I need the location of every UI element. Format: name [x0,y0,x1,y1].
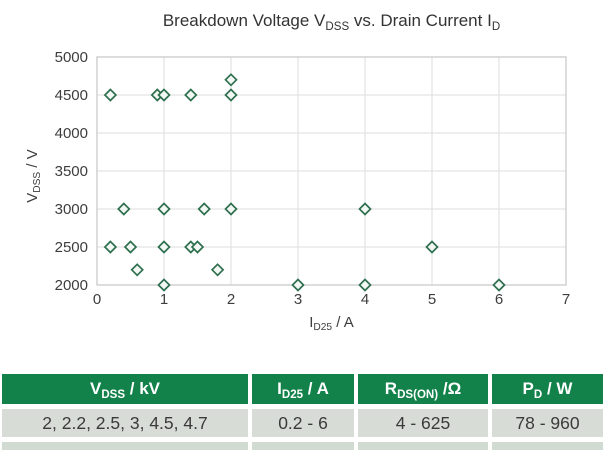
x-axis-title-sub: D25 [313,322,333,334]
x-tick-label: 6 [495,291,503,308]
x-tick-label: 1 [160,291,168,308]
scatter-plot: 0 1 2 3 4 5 6 7 2000 2500 3000 3500 4000 4500 5000 [55,49,571,308]
y-axis-title: VDSS / V [24,76,44,276]
data-point-marker [358,278,372,292]
plot-border [96,56,567,286]
x-tick-label: 4 [361,291,369,308]
y-tick-label: 4500 [55,87,88,104]
data-point-marker [224,88,238,102]
data-point-marker [123,240,138,254]
table-partial-row-cell [2,442,248,450]
y-tick-label: 3000 [55,201,88,218]
chart-title-text-mid: vs. Drain Current I [349,11,492,30]
table-header-id25: ID25 / A [252,374,354,404]
chart-title: Breakdown Voltage VDSS vs. Drain Current… [97,11,566,33]
data-point-marker [184,88,198,102]
chart-title-text: Breakdown Voltage V [162,11,326,30]
table-header-rdson: RDS(ON) /Ω [358,374,488,404]
data-point-marker [103,240,118,254]
data-point-marker [157,88,171,102]
table-cell-rdson-range: 4 - 625 [358,409,488,437]
x-tick-label: 0 [93,291,101,308]
y-tick-label: 2500 [55,239,88,256]
table-header-vdss: VDSS / kV [2,374,248,404]
y-axis-title-sub: DSS [32,171,44,193]
spec-table: VDSS / kV ID25 / A RDS(ON) /Ω PD / W 2, … [2,374,603,450]
table-partial-row-cell [252,442,354,450]
data-point-marker [224,73,238,87]
data-point-marker [157,278,171,292]
data-point-marker [130,263,144,277]
x-tick-label: 7 [562,291,570,308]
x-tick-label: 5 [428,291,436,308]
data-point-marker [117,202,131,216]
chart-title-sub-d: D [491,20,501,33]
data-point-marker [224,202,238,216]
y-axis-title-text: V [24,192,41,203]
x-tick-label: 3 [294,291,302,308]
x-tick-label: 2 [227,291,235,308]
data-point-marker [197,202,211,216]
data-point-marker [210,263,225,277]
data-point-marker [425,240,439,254]
table-cell-pd-range: 78 - 960 [492,409,603,437]
data-point-marker [190,240,205,254]
data-point-marker [103,88,118,102]
y-tick-label: 5000 [55,49,88,66]
chart-title-sub-dss: DSS [325,20,350,33]
table-header-pd: PD / W [492,374,603,404]
y-tick-label: 2000 [55,277,88,294]
x-axis-title: ID25 / A [97,314,566,334]
table-cell-vdss-values: 2, 2.2, 2.5, 3, 4.5, 4.7 [2,409,248,437]
data-point-marker [492,278,506,292]
y-tick-label: 3500 [55,163,88,180]
data-point-marker [157,202,171,216]
table-partial-row-cell [492,442,603,450]
table-partial-row-cell [358,442,488,450]
data-point-marker [291,278,305,292]
data-point-marker [358,202,372,216]
x-axis-title-unit: / A [332,314,354,331]
data-point-marker [157,240,171,254]
x-axis-title-text: I [309,314,314,331]
y-tick-label: 4000 [55,125,88,142]
y-axis-title-unit: / V [24,149,41,172]
table-cell-id25-range: 0.2 - 6 [252,409,354,437]
